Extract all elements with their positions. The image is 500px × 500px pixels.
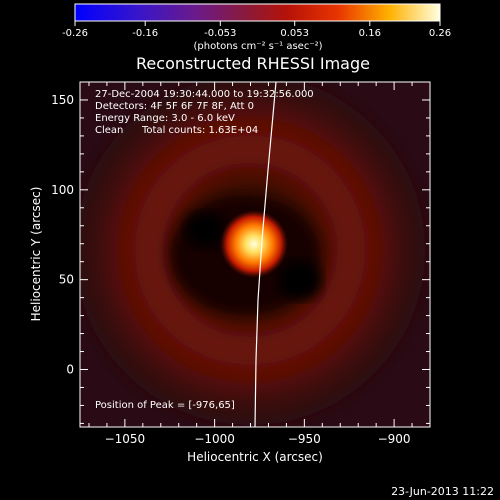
- annotation-peak-position: Position of Peak = [-976,65]: [95, 400, 235, 411]
- solar-limb-line: [254, 82, 277, 427]
- y-tick-label: 0: [66, 363, 74, 377]
- x-tick-label: −1050: [105, 432, 146, 446]
- colorbar-tick-label: -0.053: [204, 28, 236, 39]
- annotation-counts: Total counts: 1.63E+04: [141, 125, 258, 136]
- colorbar: -0.26 -0.16 -0.053 0.053 0.16 0.26 (photons c…: [62, 3, 451, 52]
- colorbar-gradient: [74, 3, 441, 22]
- annotation-detectors: Detectors: 4F 5F 6F 7F 8F, Att 0: [95, 101, 254, 112]
- flare-peak: [220, 210, 288, 278]
- annotation-method: Clean: [95, 125, 123, 136]
- colorbar-tick-label: -0.26: [62, 28, 88, 39]
- colorbar-unit-label: (photons cm⁻² s⁻¹ asec⁻²): [193, 41, 322, 52]
- x-tick-label: −1000: [194, 432, 235, 446]
- plot-frame: [79, 81, 431, 428]
- colorbar-tick-label: 0.26: [429, 28, 451, 39]
- colorbar-tick-label: 0.16: [359, 28, 381, 39]
- x-tick-label: −900: [378, 432, 411, 446]
- y-tick-label: 100: [51, 183, 74, 197]
- plot-title: Reconstructed RHESSI Image: [136, 54, 370, 73]
- colorbar-tick-label: 0.053: [280, 28, 309, 39]
- y-tick-label: 150: [51, 93, 74, 107]
- annotation-time-range: 27-Dec-2004 19:30:44.000 to 19:32:56.000: [95, 89, 314, 100]
- y-tick-label: 50: [59, 273, 74, 287]
- colorbar-tick-label: -0.16: [132, 28, 158, 39]
- heatmap-image: [80, 82, 430, 427]
- axis-ticks: −1050 −1000 −950 −900 0 50 100 150: [51, 81, 431, 446]
- colorbar-ticks: -0.26 -0.16 -0.053 0.053 0.16 0.26: [62, 21, 451, 39]
- annotation-energy: Energy Range: 3.0 - 6.0 keV: [95, 113, 235, 124]
- plot-timestamp: 23-Jun-2013 11:22: [391, 485, 494, 498]
- x-axis-label: Heliocentric X (arcsec): [187, 450, 323, 464]
- y-axis-label: Heliocentric Y (arcsec): [29, 187, 43, 322]
- x-tick-label: −950: [288, 432, 321, 446]
